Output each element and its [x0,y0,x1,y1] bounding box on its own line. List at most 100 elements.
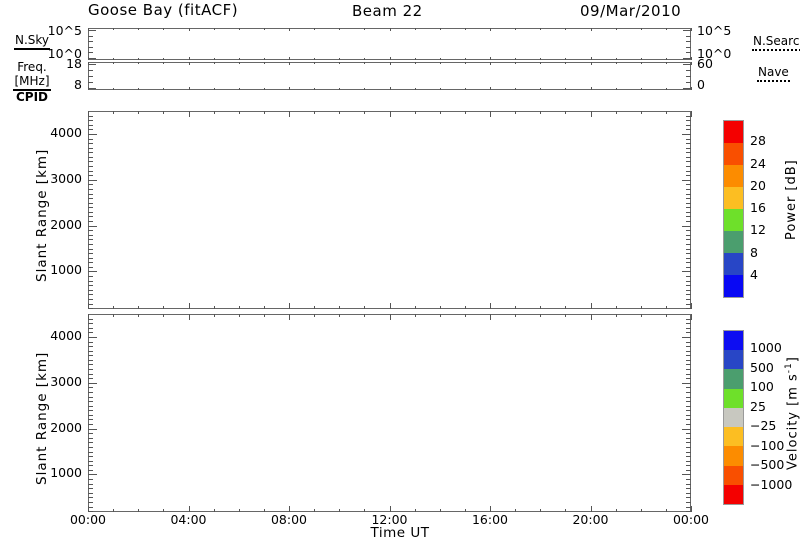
velocity-ytick-right [686,364,691,365]
power-xtick-top [163,111,164,114]
velocity-xtick-top [490,314,491,320]
velocity-xtick-top [616,314,617,317]
power-ytick-left [88,244,93,245]
noise-xtick-bottom [163,58,164,60]
velocity-ytick-right [686,401,691,402]
freq-xtick-bottom [565,88,566,90]
velocity-xtick-bottom [691,506,692,512]
noise-ytick-left [88,36,93,37]
power-xtick-top [264,111,265,114]
velocity-colorbar-tick-label: −100 [750,437,785,453]
power-ytick-right [686,290,691,291]
power-ytick-right [686,276,691,277]
power-ytick-right [686,139,691,140]
power-xtick-bottom [214,306,215,309]
freq-xtick-bottom [666,88,667,90]
velocity-ylabel: Slant Range [km] [34,351,50,485]
xtick-label: 16:00 [471,512,509,527]
page-title: Goose Bay (fitACF) [88,1,239,19]
freq-xtick-top [339,62,340,64]
velocity-ytick-left [88,497,93,498]
freq-xtick-bottom [390,87,391,90]
power-ytick-right [682,271,691,272]
velocity-xtick-bottom [314,509,315,512]
power-ytick-left [88,304,93,305]
noise-xtick-bottom [591,57,592,60]
noise-xtick-top [415,28,416,30]
velocity-ytick-left [88,401,93,402]
freq-xtick-bottom [515,88,516,90]
velocity-ytick-right [686,484,691,485]
noise-ytick-left [88,30,96,31]
velocity-ytick-left [88,424,93,425]
velocity-ytick-label: 4000 [50,328,82,343]
power-ytick-right [686,184,691,185]
power-xtick-bottom [189,303,190,309]
velocity-ytick-right [686,424,691,425]
nsearch-label-text: N.Search [752,34,800,51]
freq-ytick-left [88,82,93,83]
power-ytick-right [686,244,691,245]
velocity-colorbar-tick-label: −1000 [750,476,793,492]
velocity-xtick-bottom [214,509,215,512]
velocity-xtick-bottom [641,509,642,512]
noise-left-label: N.Sky [4,33,60,50]
noise-panel[interactable] [88,28,691,60]
power-colorbar-tick-label: 12 [750,222,766,238]
power-xtick-top [666,111,667,114]
freq-ytick-right [683,88,691,89]
power-xtick-bottom [390,303,391,309]
freq-xtick-top [490,62,491,65]
freq-ytick-right [686,76,691,77]
noise-xtick-bottom [490,57,491,60]
power-xtick-bottom [465,306,466,309]
noise-xtick-top [239,28,240,30]
freq-xtick-top [289,62,290,65]
power-colorbar[interactable] [723,120,744,298]
power-xtick-top [289,111,290,117]
freq-ytick-top: 18 [66,56,82,71]
velocity-ytick-left [88,507,93,508]
power-colorbar-tick-label: 4 [750,266,758,282]
nave-right-ytick-top: 60 [697,56,713,71]
freq-xtick-top [666,62,667,64]
velocity-xtick-top [565,314,566,317]
noise-ytick-right [683,58,691,59]
power-ytick-left [88,189,93,190]
velocity-ytick-left [88,374,93,375]
frequency-panel[interactable] [88,62,691,90]
power-ytick-right [686,212,691,213]
velocity-colorbar-tick-label: 25 [750,398,766,414]
power-xtick-top [339,111,340,114]
velocity-xtick-top [666,314,667,317]
power-xtick-top [440,111,441,114]
xtick-label: 04:00 [170,512,207,527]
noise-ytick-right [686,52,691,53]
power-rti-panel[interactable] [88,111,691,309]
velocity-ytick-left [88,419,93,420]
power-ytick-right [686,129,691,130]
nsearch-label: N.Search [752,34,800,51]
noise-xtick-top [616,28,617,30]
freq-xtick-bottom [138,88,139,90]
velocity-xtick-bottom [339,509,340,512]
freq-xtick-top [641,62,642,64]
power-ytick-right [686,249,691,250]
power-ytick-right [686,125,691,126]
velocity-rti-panel[interactable] [88,314,691,512]
power-ytick-left [88,216,93,217]
freq-xtick-top [138,62,139,64]
velocity-xtick-top [540,314,541,317]
power-ytick-left [88,276,93,277]
power-ytick-right [686,161,691,162]
power-ytick-right [686,285,691,286]
velocity-ytick-right [686,397,691,398]
power-ytick-right [686,189,691,190]
power-xtick-top [465,111,466,114]
power-xtick-top [490,111,491,117]
power-ytick-right [686,116,691,117]
velocity-colorbar[interactable] [723,330,744,505]
power-ytick-left [88,281,93,282]
power-ytick-left [88,129,93,130]
velocity-ytick-left [88,479,93,480]
